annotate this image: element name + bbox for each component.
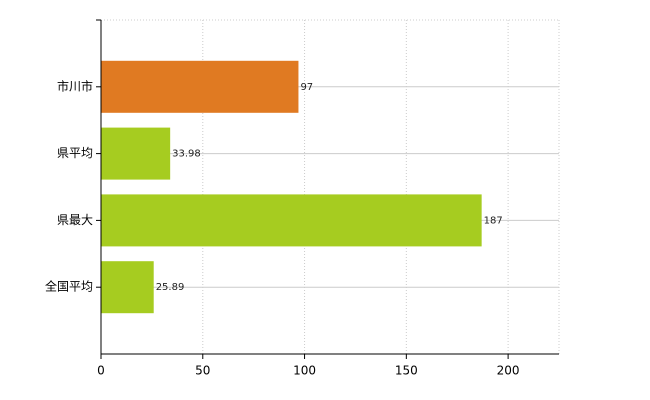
bar [101,60,299,113]
value-label: 97 [300,82,313,93]
bar [101,194,482,247]
y-tick-label: 県最大 [57,213,93,227]
x-tick-label: 200 [497,364,520,378]
x-tick-label: 50 [195,364,210,378]
value-label: 33.98 [172,149,201,160]
value-label: 187 [484,215,503,226]
y-tick-label: 県平均 [57,146,93,160]
y-tick-label: 全国平均 [45,279,93,294]
x-tick-label: 0 [97,364,105,378]
bar [101,261,154,314]
y-tick-label: 市川市 [57,78,93,93]
x-tick-label: 100 [293,364,316,378]
x-tick-label: 150 [395,364,418,378]
bar [101,127,171,180]
value-label: 25.89 [156,282,185,293]
